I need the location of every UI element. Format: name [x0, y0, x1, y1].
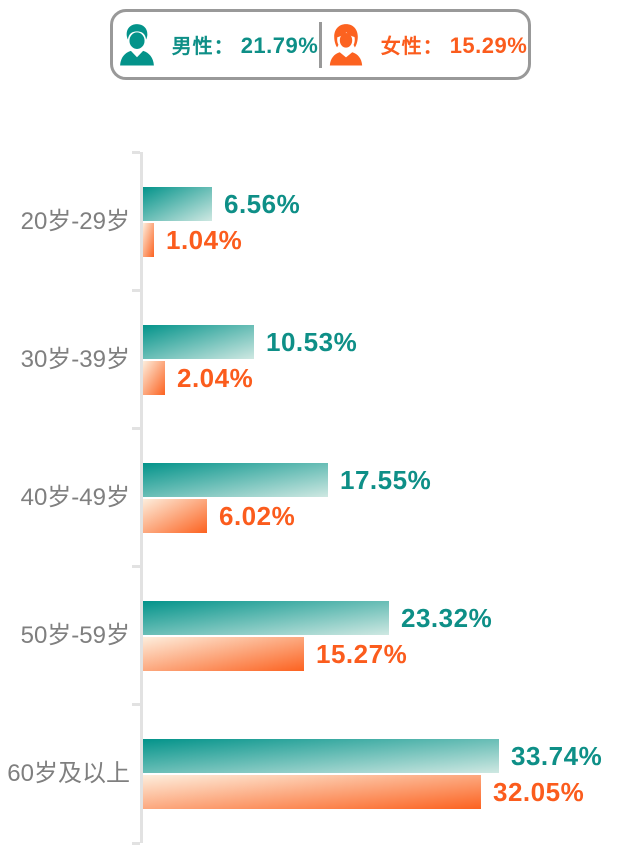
legend-male-value: 21.79%: [240, 33, 319, 58]
axis-tick: [132, 150, 140, 154]
category-label: 30岁-39岁: [20, 346, 130, 373]
bar-male: [143, 325, 254, 359]
bar-female: [143, 499, 207, 533]
axis-tick: [132, 841, 140, 845]
bar-female: [143, 637, 304, 671]
legend-female-text: 女性： 15.29%: [381, 30, 528, 59]
bar-male: [143, 739, 499, 773]
value-label-female: 6.02%: [219, 501, 296, 531]
value-label-male: 6.56%: [224, 189, 301, 219]
legend-female-value: 15.29%: [449, 33, 528, 58]
value-label-female: 15.27%: [316, 639, 408, 669]
legend-divider: [319, 21, 322, 68]
category-label: 60岁及以上: [7, 760, 130, 787]
axis-tick: [132, 426, 140, 430]
value-label-male: 33.74%: [511, 741, 603, 771]
value-label-male: 10.53%: [266, 327, 358, 357]
legend-male-text: 男性： 21.79%: [172, 30, 319, 59]
category-label: 40岁-49岁: [20, 484, 130, 511]
legend-female-label: 女性：: [380, 36, 444, 58]
bar-male: [143, 463, 328, 497]
legend: 男性： 21.79% 女性： 15.29%: [110, 9, 531, 80]
y-axis-line: [140, 152, 143, 843]
value-label-female: 32.05%: [493, 777, 585, 807]
bar-female: [143, 223, 154, 257]
bar-female: [143, 361, 165, 395]
category-label: 20岁-29岁: [20, 208, 130, 235]
male-person-icon: [119, 23, 154, 65]
value-label-male: 23.32%: [401, 603, 493, 633]
axis-tick: [132, 565, 140, 569]
value-label-male: 17.55%: [340, 465, 432, 495]
value-label-female: 2.04%: [177, 363, 254, 393]
legend-item-female: 女性： 15.29%: [322, 12, 528, 77]
female-person-icon: [329, 23, 362, 65]
axis-tick: [132, 288, 140, 292]
bar-male: [143, 601, 389, 635]
bar-male: [143, 187, 212, 221]
value-label-female: 1.04%: [166, 225, 243, 255]
bar-female: [143, 775, 481, 809]
legend-item-male: 男性： 21.79%: [113, 12, 319, 77]
legend-male-label: 男性：: [171, 36, 235, 58]
axis-tick: [132, 703, 140, 707]
category-label: 50岁-59岁: [20, 622, 130, 649]
